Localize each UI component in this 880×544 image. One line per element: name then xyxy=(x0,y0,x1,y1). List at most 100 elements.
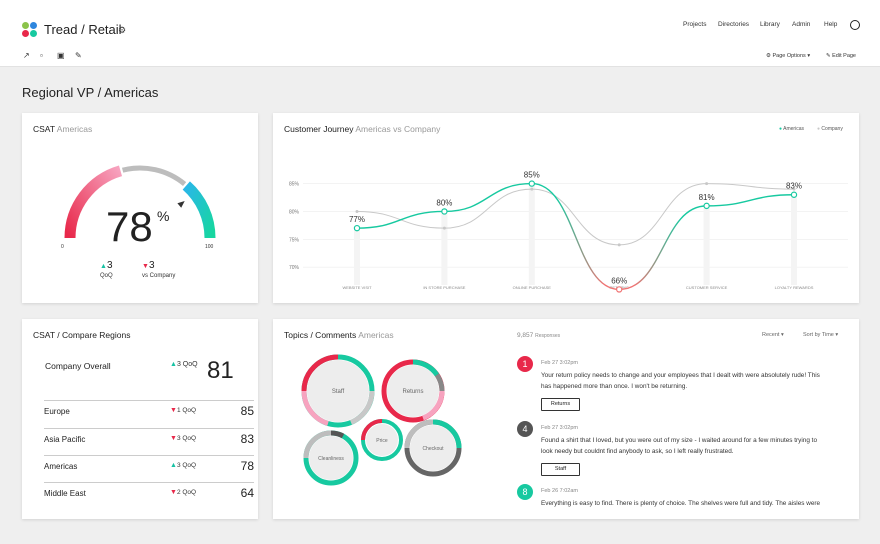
comment-tag-button[interactable]: Returns xyxy=(541,398,580,411)
page-options-label: Page Options xyxy=(772,53,806,59)
americas-point xyxy=(790,191,798,198)
csat-subtitle: Americas xyxy=(56,124,93,134)
region-delta-value: 3 xyxy=(176,435,181,442)
stage-column xyxy=(703,205,710,285)
up-arrow-icon: ▲ xyxy=(170,361,177,368)
region-name: Middle East xyxy=(44,489,86,498)
region-delta: ▲3 QoQ xyxy=(170,462,196,469)
y-tick-label: 80% xyxy=(289,209,300,215)
sort-dropdown[interactable]: Sort by Time ▾ xyxy=(803,332,839,338)
share-icon[interactable]: ↗ xyxy=(23,51,30,60)
recent-dropdown[interactable]: Recent ▾ xyxy=(762,332,784,338)
bubble-checkout-label: Checkout xyxy=(422,446,444,452)
nav-directories[interactable]: Directories xyxy=(718,21,750,28)
down-arrow-icon: ▼ xyxy=(170,407,177,414)
compare-row[interactable]: Middle East ▼2 QoQ 64 xyxy=(44,482,254,509)
topics-card: Topics / Comments Americas Staff Returns… xyxy=(273,319,859,519)
comment-item: 8 Feb 26 7:02am Everything is easy to find… xyxy=(517,484,823,544)
gauge-arc-mid xyxy=(121,165,187,187)
comment-badge: 4 xyxy=(517,421,533,437)
region-value: 85 xyxy=(240,404,254,418)
data-label: 81% xyxy=(699,193,715,202)
y-tick-label: 70% xyxy=(289,265,300,271)
qoq-label: QoQ xyxy=(100,273,113,279)
company-point xyxy=(617,243,621,247)
nav-help[interactable]: Help xyxy=(824,21,838,28)
comment-badge: 8 xyxy=(517,484,533,500)
logo-icon[interactable] xyxy=(22,22,38,38)
bubble-returns[interactable]: Returns xyxy=(381,359,445,423)
bubble-cleanliness[interactable]: Cleanliness xyxy=(303,430,359,486)
csat-title-text: CSAT xyxy=(33,124,55,134)
compare-title: CSAT / Compare Regions xyxy=(33,330,131,340)
edit-page-button[interactable]: ✎ Edit Page xyxy=(826,53,856,59)
topics-subtitle: Americas xyxy=(358,330,394,340)
compare-row[interactable]: Asia Pacific ▼3 QoQ 83 xyxy=(44,428,254,455)
nav-library[interactable]: Library xyxy=(760,21,780,28)
company-point xyxy=(792,187,796,191)
down-arrow-icon: ▼ xyxy=(142,263,149,270)
user-icon[interactable] xyxy=(850,20,860,30)
data-label: 85% xyxy=(524,171,540,180)
compare-card: CSAT / Compare Regions Company Overall ▲… xyxy=(22,319,258,519)
up-arrow-icon: ▲ xyxy=(170,462,177,469)
page-title: Regional VP / Americas xyxy=(22,85,159,100)
x-tick-label: CUSTOMER SERVICE xyxy=(686,285,728,290)
bubble-returns-label: Returns xyxy=(402,389,423,395)
app-title[interactable]: Tread / Retail xyxy=(44,22,122,37)
legend-company: ● Company xyxy=(817,126,843,132)
comment-tag-button[interactable]: Staff xyxy=(541,463,580,476)
journey-chart: 85% 80% 75% 70% WEBSITE VISIT IN STORE PURCHA… xyxy=(289,171,848,293)
responses-label: Responses xyxy=(535,333,561,339)
americas-point xyxy=(441,208,448,215)
legend-company-label: Company xyxy=(821,126,843,132)
x-tick-label: IN STORE PURCHASE xyxy=(423,285,465,290)
bubble-price-label: Price xyxy=(376,438,388,444)
company-point xyxy=(705,182,709,186)
toolbar: ↗ ▫ ▣ ✎ ⚙ Page Options ▾ ✎ Edit Page xyxy=(0,46,880,67)
compare-row[interactable]: Europe ▼1 QoQ 85 xyxy=(44,400,254,427)
down-arrow-icon: ▼ xyxy=(170,435,177,442)
brush-icon[interactable]: ✎ xyxy=(75,51,82,60)
nav-projects[interactable]: Projects xyxy=(683,21,707,28)
nav-admin[interactable]: Admin xyxy=(792,21,811,28)
qoq-delta: ▲3 xyxy=(100,260,113,271)
region-value: 83 xyxy=(240,432,254,446)
series-americas-line xyxy=(356,182,795,291)
region-delta-value: 1 xyxy=(176,407,181,414)
comment-date: Feb 26 7:02am xyxy=(541,488,578,494)
y-tick-label: 85% xyxy=(289,182,300,188)
vs-company-label: vs Company xyxy=(142,273,176,279)
recent-label: Recent xyxy=(762,332,780,338)
americas-point xyxy=(353,224,361,232)
gauge-arc-low xyxy=(64,165,123,239)
document-icon[interactable]: ▫ xyxy=(40,51,43,60)
gear-icon[interactable]: ⚙ xyxy=(118,25,127,35)
bubble-staff[interactable]: Staff xyxy=(301,354,375,428)
page-options-button[interactable]: ⚙ Page Options ▾ xyxy=(766,53,811,59)
comment-date: Feb 27 3:02pm xyxy=(541,360,578,366)
journey-title: Customer Journey Americas vs Company xyxy=(284,124,440,134)
region-name: Europe xyxy=(44,407,70,416)
vs-company-delta: ▼3 xyxy=(142,260,155,271)
sort-label: Sort by Time xyxy=(803,332,834,338)
region-delta-label: QoQ xyxy=(182,489,197,496)
y-tick-label: 75% xyxy=(289,237,300,243)
region-delta-value: 3 xyxy=(176,462,181,469)
stage-column xyxy=(441,211,448,285)
comment-item: 1 Feb 27 3:02pm Your return policy needs t… xyxy=(517,356,823,416)
comment-text: Your return policy needs to change and y… xyxy=(541,372,820,390)
company-point xyxy=(355,209,359,213)
region-name: Americas xyxy=(44,462,78,471)
compare-row[interactable]: Americas ▲3 QoQ 78 xyxy=(44,455,254,482)
comment-text: Found a shirt that I loved, but you were… xyxy=(541,437,817,455)
csat-gauge xyxy=(64,165,216,239)
export-icon[interactable]: ▣ xyxy=(57,51,65,60)
bubble-price[interactable]: Price xyxy=(361,419,403,461)
csat-value: 78 xyxy=(106,203,153,250)
bubble-staff-label: Staff xyxy=(332,389,345,395)
topic-bubbles: Staff Returns Price Cleanliness xyxy=(301,354,462,486)
region-delta-label: QoQ xyxy=(182,462,197,469)
bubble-checkout[interactable]: Checkout xyxy=(404,419,462,477)
x-tick-label: ONLINE PURCHASE xyxy=(513,285,552,290)
